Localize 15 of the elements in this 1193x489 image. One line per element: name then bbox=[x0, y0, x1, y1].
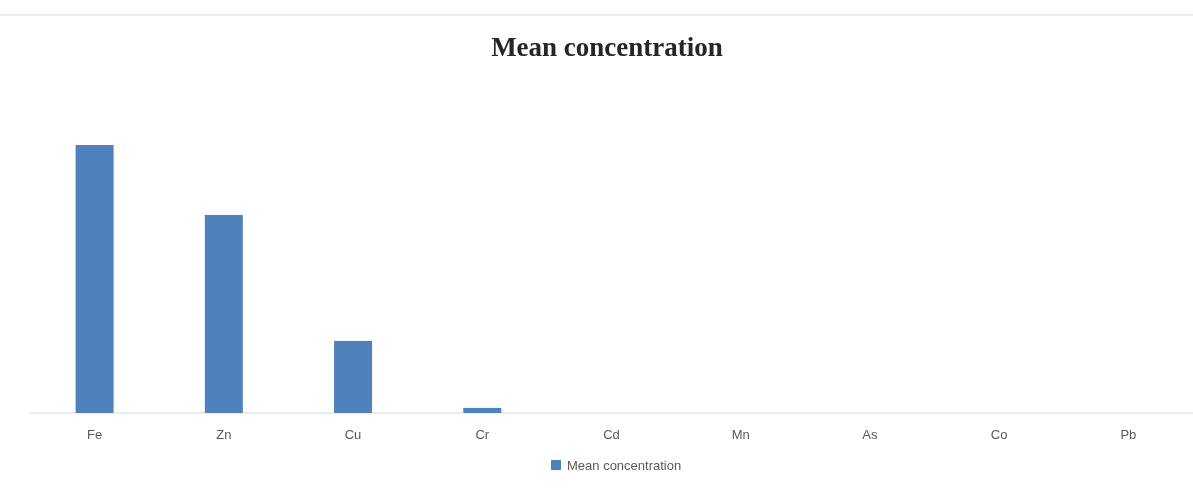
bar bbox=[75, 145, 114, 413]
x-tick-label: As bbox=[862, 427, 879, 442]
x-tick-label: Cu bbox=[344, 427, 362, 442]
bar bbox=[204, 214, 243, 413]
bar bbox=[334, 340, 373, 413]
x-tick-label: Zn bbox=[216, 427, 232, 442]
bar bbox=[463, 407, 502, 413]
chart-title: Mean concentration bbox=[491, 32, 723, 62]
x-tick-label: Pb bbox=[1120, 427, 1137, 442]
x-tick-label: Cd bbox=[603, 427, 620, 442]
x-tick-label: Cr bbox=[475, 427, 490, 442]
legend-label: Mean concentration bbox=[567, 458, 682, 473]
x-tick-label: Fe bbox=[87, 427, 103, 442]
x-tick-label: Co bbox=[990, 427, 1008, 442]
x-tick-label: Mn bbox=[731, 427, 750, 442]
